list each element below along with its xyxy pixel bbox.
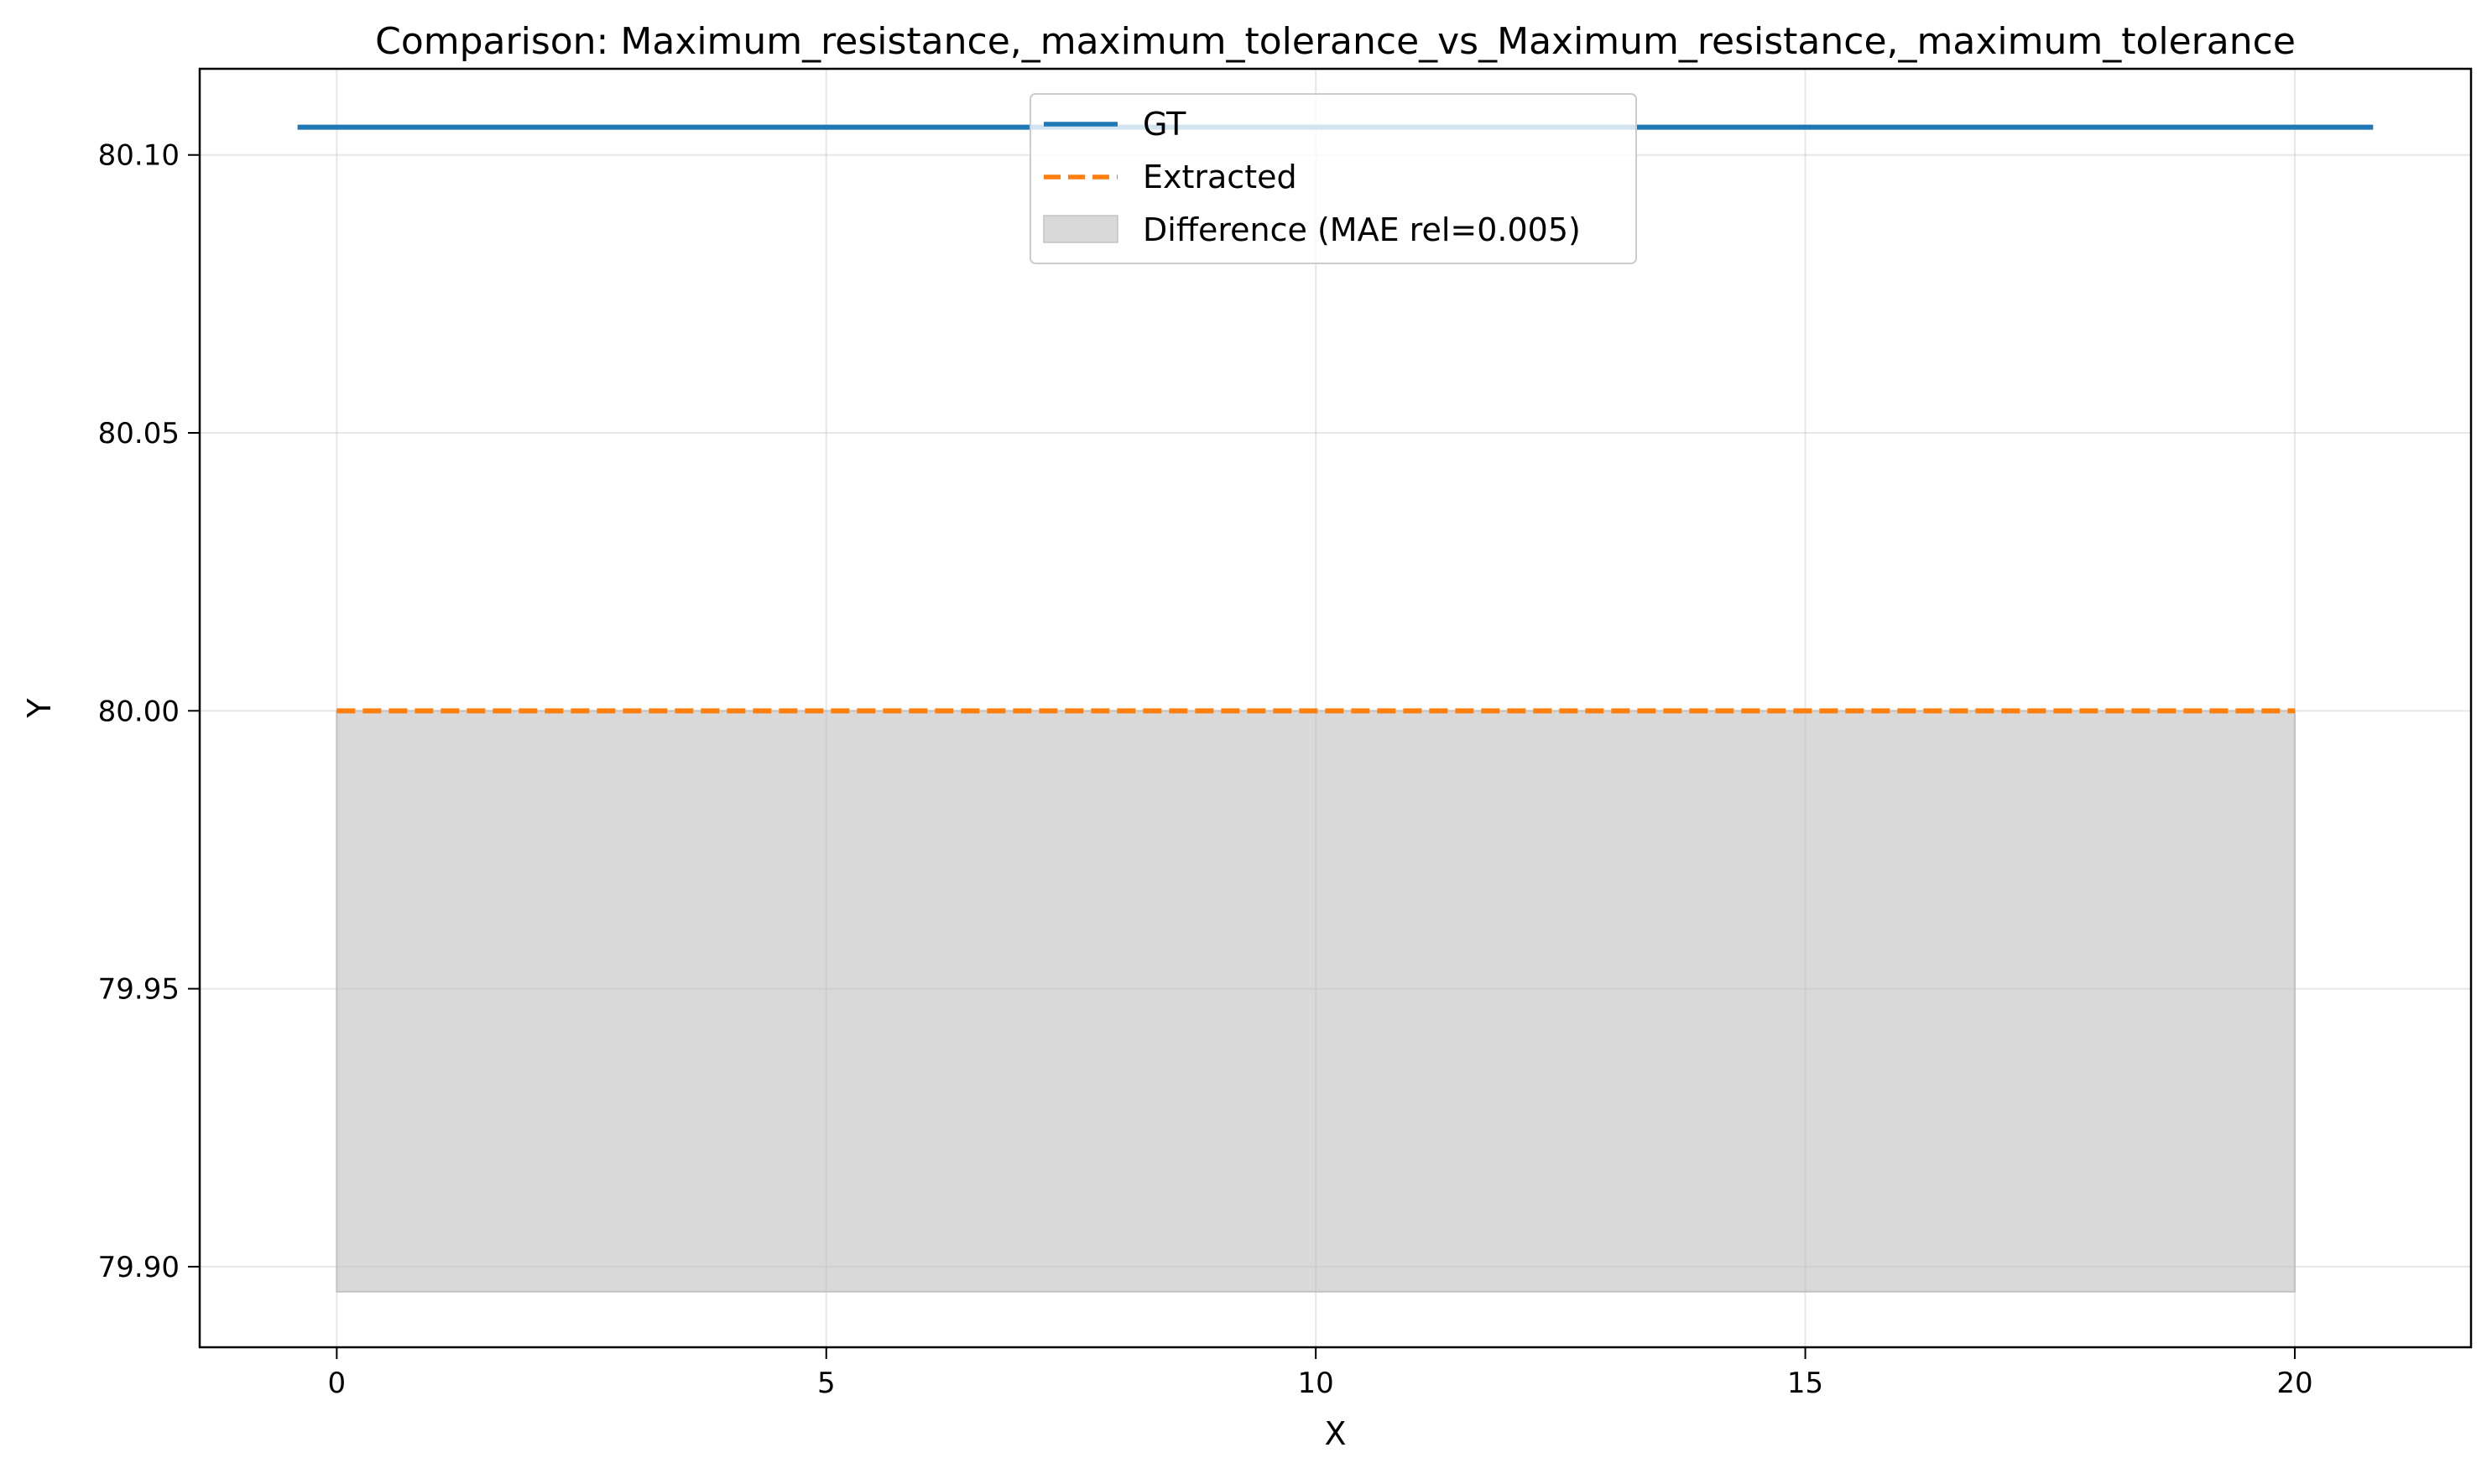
legend-extracted-label: Extracted: [1143, 159, 1297, 195]
legend-box: [1030, 93, 1637, 264]
y-tick-label: 80.00: [98, 695, 180, 728]
legend-diff-label: Difference (MAE rel=0.005): [1143, 211, 1581, 248]
y-tick-label: 80.05: [98, 417, 180, 450]
x-tick-label: 5: [817, 1367, 836, 1400]
x-tick-label: 10: [1298, 1367, 1334, 1400]
plot-frame: [198, 67, 2473, 1349]
x-tick-label: 15: [1787, 1367, 1823, 1400]
y-axis-label: Y: [21, 698, 58, 719]
x-tick-label: 20: [2276, 1367, 2312, 1400]
y-tick-label: 79.90: [98, 1251, 180, 1284]
x-tick-label: 0: [328, 1367, 347, 1400]
legend-diff-swatch: [1043, 215, 1118, 243]
tick-layer: 0 5 10 15 20 79.90 79.95 80.00 80.05 80.10: [98, 139, 2313, 1400]
y-tick-label: 79.95: [98, 973, 180, 1007]
legend-gt-label: GT: [1143, 106, 1186, 143]
y-tick-label: 80.10: [98, 139, 180, 173]
data-layer: [297, 124, 2374, 1293]
difference-fill: [336, 710, 2296, 1293]
x-axis-label: X: [1324, 1415, 1346, 1452]
legend: GT Extracted Difference (MAE rel=0.005): [1030, 93, 1637, 264]
chart-title: Comparison: Maximum_resistance,_maximum_…: [375, 20, 2296, 63]
